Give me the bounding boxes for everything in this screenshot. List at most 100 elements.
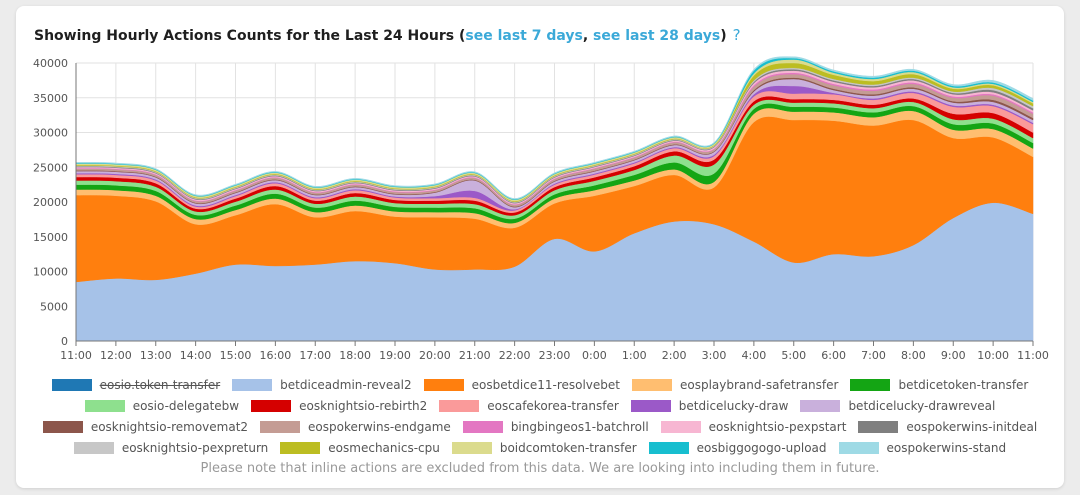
x-tick-label: 5:00 — [781, 349, 806, 362]
x-tick-label: 15:00 — [220, 349, 252, 362]
y-tick-label: 40000 — [33, 57, 68, 70]
legend-swatch — [439, 399, 480, 412]
legend: eosio.token-transfer betdiceadmin-reveal2… — [16, 374, 1064, 458]
legend-item-eosknightsio-removemat2[interactable]: eosknightsio-removemat2 — [42, 416, 249, 437]
legend-swatch — [42, 420, 83, 433]
legend-label: betdicelucky-drawreveal — [848, 398, 996, 413]
x-tick-label: 12:00 — [100, 349, 132, 362]
y-tick-label: 35000 — [33, 92, 68, 105]
x-tick-label: 11:00 — [1017, 349, 1049, 362]
see-last-28-days-link[interactable]: see last 28 days — [593, 28, 721, 44]
y-tick-label: 30000 — [33, 127, 68, 140]
legend-label: eosmechanics-cpu — [328, 440, 440, 455]
legend-swatch — [462, 420, 503, 433]
x-tick-label: 19:00 — [379, 349, 411, 362]
legend-swatch — [630, 399, 671, 412]
legend-label: bingbingeos1-batchroll — [510, 419, 649, 434]
legend-label: eosplaybrand-safetransfer — [680, 377, 839, 392]
legend-item-eosbetdice11-resolvebet[interactable]: eosbetdice11-resolvebet — [423, 374, 620, 395]
legend-item-eosplaybrand-safetransfer[interactable]: eosplaybrand-safetransfer — [632, 374, 838, 395]
footnote: Please note that inline actions are excl… — [200, 461, 880, 476]
x-tick-label: 10:00 — [977, 349, 1009, 362]
legend-label: eosbetdice11-resolvebet — [471, 377, 620, 392]
x-tick-label: 21:00 — [459, 349, 491, 362]
legend-swatch — [423, 378, 464, 391]
x-tick-label: 8:00 — [901, 349, 926, 362]
legend-item-betdiceadmin-reveal2[interactable]: betdiceadmin-reveal2 — [232, 374, 412, 395]
x-tick-label: 18:00 — [339, 349, 371, 362]
legend-swatch — [451, 441, 492, 454]
legend-item-bingbingeos1-batchroll[interactable]: bingbingeos1-batchroll — [462, 416, 649, 437]
legend-swatch — [232, 378, 273, 391]
legend-item-eosknightsio-pexpstart[interactable]: eosknightsio-pexpstart — [660, 416, 847, 437]
x-tick-label: 4:00 — [742, 349, 767, 362]
legend-label: eospokerwins-initdeal — [906, 419, 1038, 434]
legend-item-eospokerwins-endgame[interactable]: eospokerwins-endgame — [260, 416, 451, 437]
help-icon[interactable]: ? — [732, 26, 741, 44]
legend-label: eosknightsio-removemat2 — [90, 419, 249, 434]
legend-swatch — [51, 378, 92, 391]
title-prefix: Showing Hourly Actions Counts for the La… — [34, 28, 466, 44]
legend-label: eospokerwins-endgame — [308, 419, 451, 434]
legend-swatch — [850, 378, 891, 391]
x-tick-label: 11:00 — [60, 349, 92, 362]
legend-item-eosbiggogogo-upload[interactable]: eosbiggogogo-upload — [648, 437, 827, 458]
x-tick-label: 0:00 — [582, 349, 607, 362]
y-tick-label: 10000 — [33, 266, 68, 279]
legend-swatch — [84, 399, 125, 412]
legend-label: eosknightsio-rebirth2 — [299, 398, 428, 413]
x-tick-label: 13:00 — [140, 349, 172, 362]
legend-label: betdicelucky-draw — [678, 398, 789, 413]
legend-swatch — [858, 420, 899, 433]
y-tick-label: 25000 — [33, 161, 68, 174]
y-tick-label: 15000 — [33, 231, 68, 244]
legend-swatch — [660, 420, 701, 433]
legend-label: boidcomtoken-transfer — [499, 440, 637, 455]
y-axis: 0 5000 10000 15000 20000 25000 30000 35000 40000 — [33, 57, 77, 348]
x-axis: 11:00 12:00 13:00 14:00 15:00 16:00 17:00 18:00… — [60, 340, 1049, 362]
title-separator: , — [582, 28, 594, 44]
stacked-area-chart: 0 5000 10000 15000 20000 25000 30000 35000 40000… — [33, 56, 1049, 362]
legend-label: eosknightsio-pexpstart — [708, 419, 847, 434]
title-suffix: ) — [720, 28, 727, 44]
y-tick-label: 5000 — [40, 300, 68, 313]
legend-item-eosio-delegatebw[interactable]: eosio-delegatebw — [84, 395, 240, 416]
legend-label: eosio-delegatebw — [132, 398, 240, 413]
legend-item-eosio.token-transfer[interactable]: eosio.token-transfer — [51, 374, 221, 395]
legend-swatch — [280, 441, 321, 454]
x-tick-label: 3:00 — [702, 349, 727, 362]
legend-swatch — [800, 399, 841, 412]
legend-swatch — [632, 378, 672, 391]
series-areas — [75, 56, 1034, 342]
x-tick-label: 23:00 — [539, 349, 571, 362]
x-tick-label: 6:00 — [821, 349, 846, 362]
legend-item-eosknightsio-pexpreturn[interactable]: eosknightsio-pexpreturn — [73, 437, 269, 458]
legend-item-betdicetoken-transfer[interactable]: betdicetoken-transfer — [850, 374, 1028, 395]
x-tick-label: 17:00 — [299, 349, 331, 362]
legend-swatch — [648, 441, 689, 454]
legend-item-boidcomtoken-transfer[interactable]: boidcomtoken-transfer — [451, 437, 637, 458]
legend-item-eospokerwins-initdeal[interactable]: eospokerwins-initdeal — [858, 416, 1037, 437]
legend-item-betdicelucky-draw[interactable]: betdicelucky-draw — [630, 395, 789, 416]
legend-label: betdiceadmin-reveal2 — [280, 377, 412, 392]
legend-item-eosknightsio-rebirth2[interactable]: eosknightsio-rebirth2 — [251, 395, 427, 416]
x-tick-label: 20:00 — [419, 349, 451, 362]
legend-label: eosio.token-transfer — [99, 377, 221, 392]
legend-item-betdicelucky-drawreveal[interactable]: betdicelucky-drawreveal — [800, 395, 995, 416]
legend-swatch — [73, 441, 114, 454]
legend-label: eospokerwins-stand — [886, 440, 1007, 455]
legend-swatch — [251, 399, 292, 412]
chart-card: Showing Hourly Actions Counts for the La… — [16, 6, 1064, 488]
legend-item-eoscafekorea-transfer[interactable]: eoscafekorea-transfer — [439, 395, 619, 416]
legend-swatch — [838, 441, 879, 454]
y-tick-label: 0 — [61, 335, 68, 348]
legend-item-eospokerwins-stand[interactable]: eospokerwins-stand — [838, 437, 1007, 458]
x-tick-label: 9:00 — [941, 349, 966, 362]
x-tick-label: 14:00 — [180, 349, 212, 362]
see-last-7-days-link[interactable]: see last 7 days — [465, 28, 583, 44]
x-tick-label: 7:00 — [861, 349, 886, 362]
x-tick-label: 1:00 — [622, 349, 647, 362]
legend-label: eosknightsio-pexpreturn — [121, 440, 269, 455]
legend-item-eosmechanics-cpu[interactable]: eosmechanics-cpu — [280, 437, 440, 458]
x-tick-label: 22:00 — [499, 349, 531, 362]
